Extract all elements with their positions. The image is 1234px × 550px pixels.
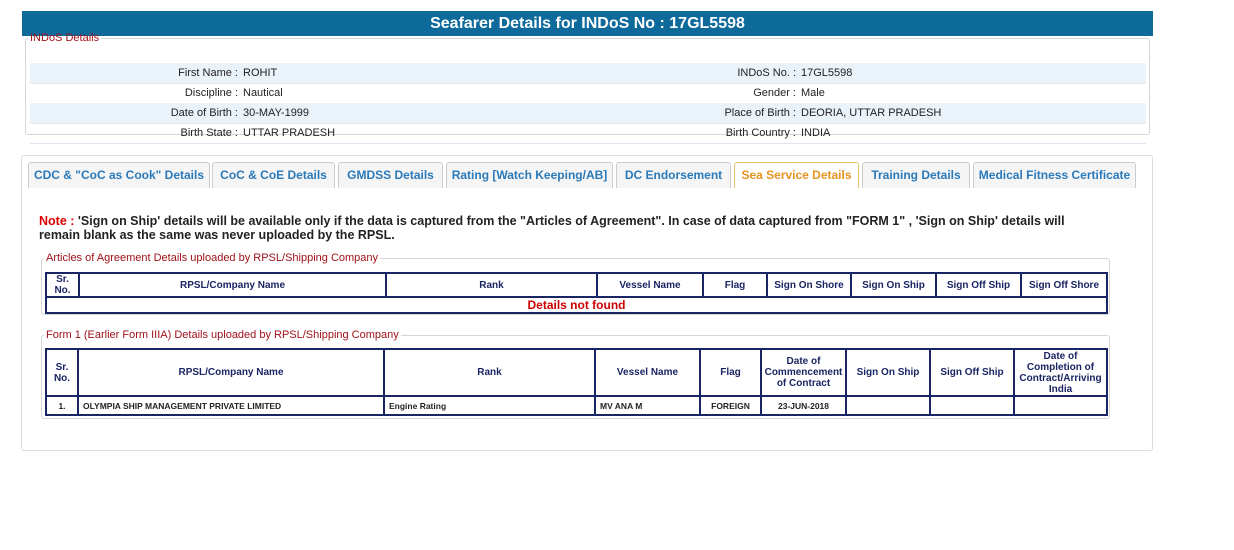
indos-row: Date of Birth : 30-MAY-1999 Place of Birth…: [30, 103, 1146, 124]
column-header: Sign On Ship: [850, 272, 937, 298]
form1-table: Sr. No. RPSL/Company Name Rank Vessel Name F…: [45, 348, 1108, 416]
tab[interactable]: Medical Fitness Certificate: [973, 162, 1136, 188]
column-header: Sr. No.: [45, 272, 80, 298]
column-header: Date of Completion of Contract/Arriving …: [1013, 348, 1108, 397]
field-label: Gender :: [753, 87, 796, 99]
column-header: Flag: [702, 272, 768, 298]
field-label: Discipline :: [184, 87, 238, 99]
field-value: DEORIA, UTTAR PRADESH: [801, 107, 942, 119]
aoa-legend: Articles of Agreement Details uploaded b…: [46, 252, 379, 264]
tab[interactable]: CoC & CoE Details: [212, 162, 335, 188]
indos-panel: INDoS Details First Name : ROHIT INDoS No. …: [25, 32, 1150, 144]
column-header: Sign Off Ship: [935, 272, 1022, 298]
tab[interactable]: Rating [Watch Keeping/AB]: [446, 162, 613, 188]
header-row: Sr. No. RPSL/Company Name Rank Vessel Name F…: [45, 348, 1108, 397]
empty-row: Details not found: [45, 296, 1108, 314]
note: Note : 'Sign on Ship' details will be av…: [39, 214, 1109, 242]
tab[interactable]: Training Details: [862, 162, 970, 188]
aoa-panel: Articles of Agreement Details uploaded b…: [41, 252, 1110, 315]
column-header: Sr. No.: [45, 348, 79, 397]
field-value: ROHIT: [243, 67, 278, 79]
indos-row: Discipline : Nautical Gender : Male: [30, 83, 1146, 104]
tab[interactable]: DC Endorsement: [616, 162, 731, 188]
field-value: INDIA: [801, 127, 831, 139]
data-row: 1. OLYMPIA SHIP MANAGEMENT PRIVATE LIMITE…: [45, 395, 1108, 416]
column-header: Vessel Name: [594, 348, 701, 397]
field-label: Birth Country :: [725, 127, 796, 139]
column-header: Date of Commencement of Contract: [760, 348, 847, 397]
column-header: RPSL/Company Name: [78, 272, 387, 298]
cell: OLYMPIA SHIP MANAGEMENT PRIVATE LIMITED: [77, 395, 385, 416]
cell: [929, 395, 1015, 416]
cell: Engine Rating: [383, 395, 596, 416]
field-label: First Name :: [178, 67, 238, 79]
column-header: Sign On Shore: [766, 272, 852, 298]
field-label: Birth State :: [180, 127, 238, 139]
indos-row: Birth State : UTTAR PRADESH Birth Country …: [30, 123, 1146, 144]
indos-legend: INDoS Details: [30, 32, 100, 44]
column-header: Flag: [699, 348, 762, 397]
column-header: Rank: [385, 272, 598, 298]
form1-panel: Form 1 (Earlier Form IIIA) Details uploa…: [41, 329, 1110, 419]
form1-legend: Form 1 (Earlier Form IIIA) Details uploa…: [46, 329, 399, 341]
tab[interactable]: Sea Service Details: [734, 162, 859, 188]
header-row: Sr. No. RPSL/Company Name Rank Vessel Name F…: [45, 272, 1108, 298]
tab-panel: [21, 155, 1153, 451]
field-label: INDoS No. :: [737, 67, 796, 79]
field-value: Nautical: [243, 87, 283, 99]
note-text: 'Sign on Ship' details will be available…: [39, 214, 1065, 242]
column-header: Sign On Ship: [845, 348, 931, 397]
column-header: Vessel Name: [596, 272, 704, 298]
field-label: Date of Birth :: [170, 107, 238, 119]
tab[interactable]: CDC & "CoC as Cook" Details: [28, 162, 210, 188]
column-header: RPSL/Company Name: [77, 348, 385, 397]
field-label: Place of Birth :: [724, 107, 796, 119]
cell: [1013, 395, 1108, 416]
page-title: Seafarer Details for INDoS No : 17GL5598: [22, 11, 1153, 36]
empty-message: Details not found: [45, 296, 1108, 314]
cell: 1.: [45, 395, 79, 416]
column-header: Sign Off Shore: [1020, 272, 1108, 298]
cell: MV ANA M: [594, 395, 701, 416]
field-value: 17GL5598: [801, 67, 853, 79]
cell: [845, 395, 931, 416]
cell: FOREIGN: [699, 395, 762, 416]
tab[interactable]: GMDSS Details: [338, 162, 443, 188]
note-label: Note :: [39, 214, 75, 228]
field-value: 30-MAY-1999: [243, 107, 310, 119]
cell: 23-JUN-2018: [760, 395, 847, 416]
aoa-table: Sr. No. RPSL/Company Name Rank Vessel Name F…: [45, 272, 1108, 314]
field-value: Male: [801, 87, 825, 99]
field-value: UTTAR PRADESH: [243, 127, 336, 139]
column-header: Sign Off Ship: [929, 348, 1015, 397]
column-header: Rank: [383, 348, 596, 397]
indos-row: First Name : ROHIT INDoS No. : 17GL5598: [30, 63, 1146, 84]
